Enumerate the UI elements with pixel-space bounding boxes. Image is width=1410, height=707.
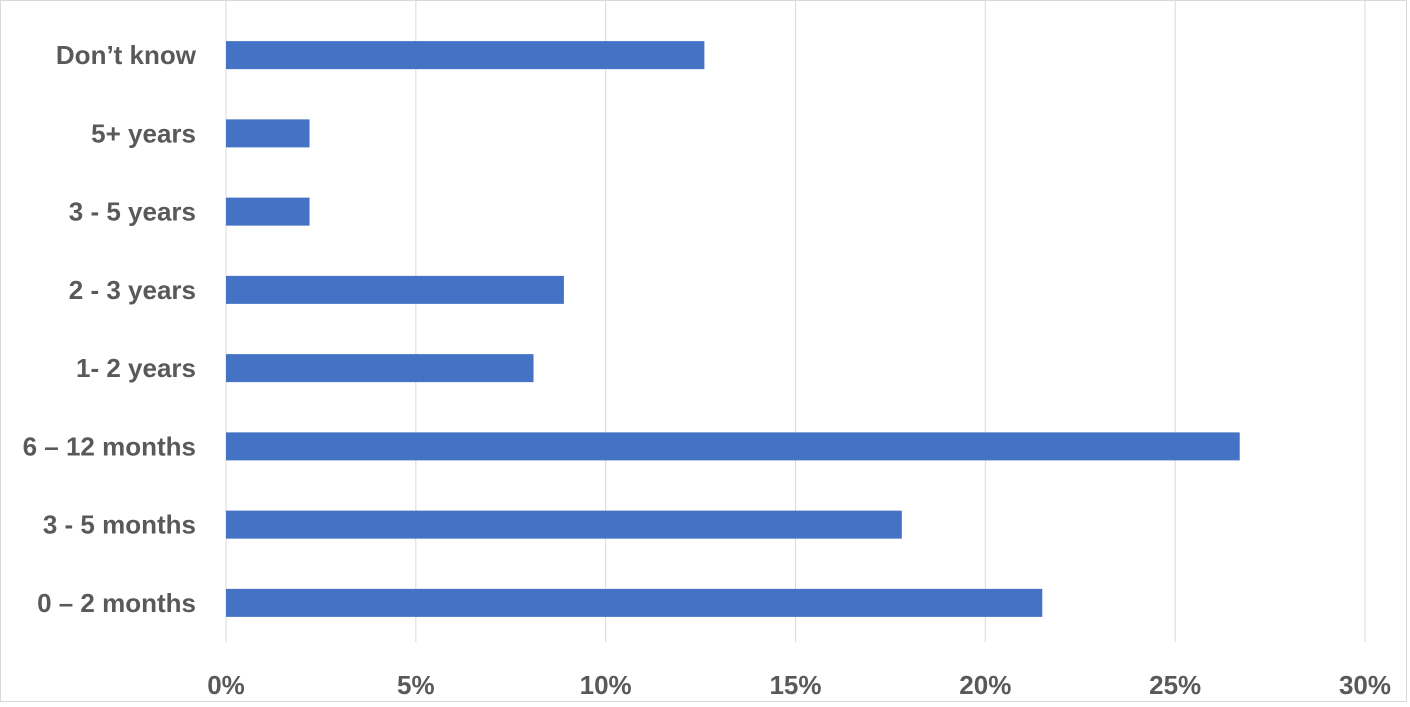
bar: [226, 197, 310, 226]
bar: [226, 510, 902, 539]
bars: [226, 41, 1240, 617]
x-tick-label: 15%: [769, 670, 821, 700]
bar: [226, 119, 310, 148]
x-tick-label: 25%: [1149, 670, 1201, 700]
x-tick-label: 10%: [580, 670, 632, 700]
x-tick-label: 20%: [959, 670, 1011, 700]
category-label: 3 - 5 months: [43, 510, 196, 540]
category-label: Don’t know: [56, 40, 197, 70]
bar: [226, 354, 534, 383]
bar: [226, 41, 705, 70]
category-label: 0 – 2 months: [37, 588, 196, 618]
bar: [226, 432, 1240, 461]
x-tick-label: 5%: [397, 670, 435, 700]
category-label: 3 - 5 years: [69, 197, 196, 227]
x-tick-labels: 0% 5% 10% 15% 20% 25% 30%: [207, 670, 1391, 700]
category-label: 1- 2 years: [76, 353, 196, 383]
category-labels: Don’t know 5+ years 3 - 5 years 2 - 3 years…: [23, 40, 197, 618]
category-label: 2 - 3 years: [69, 275, 196, 305]
x-tick-label: 0%: [207, 670, 245, 700]
bar: [226, 588, 1043, 617]
category-label: 5+ years: [91, 118, 196, 148]
x-tick-label: 30%: [1339, 670, 1391, 700]
bar: [226, 275, 564, 304]
category-label: 6 – 12 months: [23, 431, 196, 461]
